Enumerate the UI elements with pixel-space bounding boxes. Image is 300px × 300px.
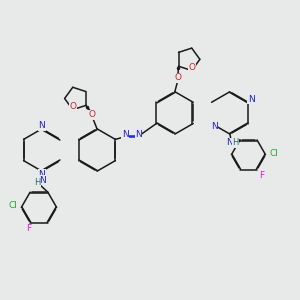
Text: Cl: Cl bbox=[269, 149, 278, 158]
Text: H: H bbox=[34, 178, 40, 187]
Text: N: N bbox=[122, 130, 128, 139]
Text: N: N bbox=[39, 176, 46, 184]
Text: O: O bbox=[69, 102, 76, 111]
Text: Cl: Cl bbox=[9, 201, 17, 210]
Text: O: O bbox=[175, 73, 182, 82]
Text: O: O bbox=[88, 110, 95, 119]
Text: N: N bbox=[135, 130, 142, 139]
Text: F: F bbox=[259, 171, 264, 180]
Text: N: N bbox=[211, 122, 218, 131]
Text: N: N bbox=[248, 95, 255, 104]
Text: N: N bbox=[38, 169, 45, 178]
Text: N: N bbox=[38, 122, 45, 130]
Text: H: H bbox=[232, 138, 239, 147]
Text: F: F bbox=[26, 224, 31, 233]
Text: O: O bbox=[188, 63, 195, 72]
Text: N: N bbox=[226, 138, 233, 147]
